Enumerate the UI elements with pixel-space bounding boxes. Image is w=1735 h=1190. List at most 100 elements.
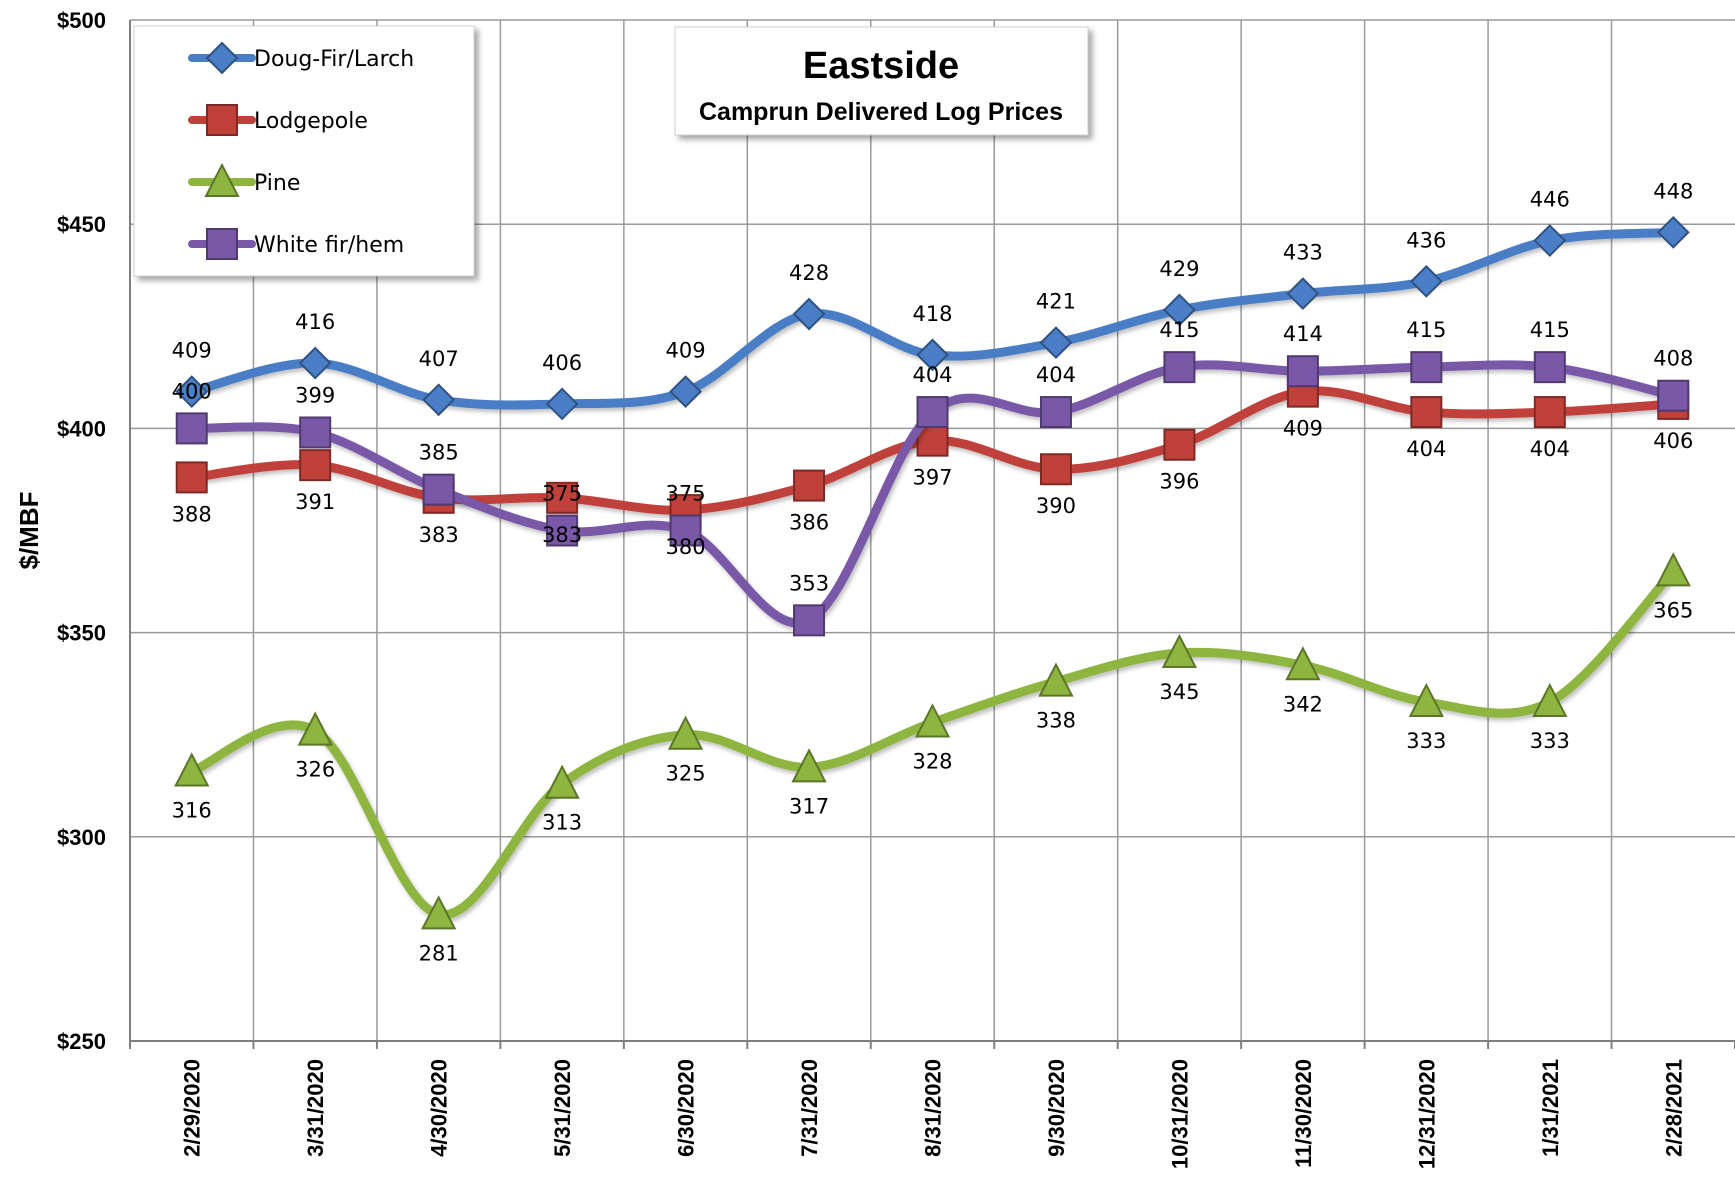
data-label: 409 <box>666 339 706 363</box>
data-label: 418 <box>912 302 952 326</box>
data-label: 345 <box>1159 680 1199 704</box>
legend-item: Pine <box>188 162 300 197</box>
x-tick-label: 7/31/2020 <box>797 1059 822 1157</box>
data-point <box>1039 326 1073 360</box>
legend-item: Doug-Fir/Larch <box>188 41 414 75</box>
x-tick-label: 8/31/2020 <box>921 1059 946 1157</box>
data-label: 333 <box>1530 729 1570 753</box>
data-label: 400 <box>172 379 212 403</box>
data-label: 446 <box>1530 188 1570 212</box>
data-point <box>297 711 333 746</box>
data-label: 380 <box>666 535 706 559</box>
data-point <box>175 412 208 445</box>
data-label: 409 <box>1283 417 1323 441</box>
data-point <box>916 338 949 372</box>
data-label: 429 <box>1159 257 1199 281</box>
legend-label: Pine <box>254 171 300 196</box>
x-tick-label: 6/30/2020 <box>674 1059 699 1157</box>
y-axis-title: $/MBF <box>14 492 44 570</box>
legend-swatch-marker <box>206 228 238 260</box>
data-point <box>298 346 332 380</box>
series-white-fir-hem <box>175 351 1690 637</box>
chart-title-box: Eastside Camprun Delivered Log Prices <box>674 26 1089 136</box>
legend-box <box>133 25 475 277</box>
data-point <box>422 473 455 506</box>
data-label: 396 <box>1159 470 1199 494</box>
y-tick-label: $250 <box>57 1029 106 1054</box>
data-label: 416 <box>295 310 335 334</box>
title-box <box>674 26 1089 136</box>
series-doug-fir-larch <box>175 215 1690 421</box>
data-point <box>1533 224 1567 257</box>
data-label: 397 <box>912 466 952 490</box>
data-point <box>546 481 579 514</box>
x-tick-label: 4/30/2020 <box>427 1059 452 1157</box>
data-label: 353 <box>789 571 829 595</box>
legend-label: White fir/hem <box>254 233 404 258</box>
data-label: 383 <box>542 523 582 547</box>
data-label: 404 <box>1406 437 1446 461</box>
x-tick-label: 2/29/2020 <box>180 1059 205 1157</box>
data-point <box>1408 682 1444 718</box>
data-point <box>1286 355 1319 388</box>
grid-layer <box>130 19 1735 1042</box>
data-point <box>545 387 579 421</box>
legend: Doug-Fir/Larch Lodgepole Pine White fir/hem <box>133 25 475 277</box>
legend-label: Lodgepole <box>254 109 368 134</box>
data-label: 375 <box>666 482 706 506</box>
series-layer <box>174 215 1691 930</box>
x-tick-label: 2/28/2021 <box>1661 1059 1686 1157</box>
data-point <box>174 752 210 787</box>
data-label: 399 <box>295 383 335 407</box>
data-label: 375 <box>542 482 582 506</box>
legend-swatch-marker <box>204 162 240 197</box>
x-tick-label: 11/30/2020 <box>1291 1059 1316 1168</box>
data-point <box>1410 396 1443 429</box>
data-label: 406 <box>542 351 582 375</box>
x-tick-label: 12/31/2020 <box>1414 1059 1439 1169</box>
data-point <box>793 469 826 502</box>
data-point <box>544 764 580 799</box>
data-label-layer: 409 416 407 406 409 428 418 421 429 433 436 446 448 3… <box>172 179 1694 965</box>
data-label: 365 <box>1653 598 1693 622</box>
series-line <box>187 566 1678 920</box>
data-point <box>1656 215 1690 249</box>
data-point <box>1163 351 1196 384</box>
data-label: 415 <box>1406 318 1446 342</box>
x-tick-label: 3/31/2020 <box>303 1059 328 1157</box>
data-label: 409 <box>172 339 212 363</box>
data-point <box>546 514 579 547</box>
data-label: 316 <box>172 798 212 822</box>
data-point <box>1161 633 1198 669</box>
data-point <box>669 514 702 547</box>
data-point <box>1285 646 1321 681</box>
data-label: 404 <box>1530 437 1570 461</box>
data-point <box>1533 396 1566 429</box>
data-point <box>175 375 209 409</box>
x-tick-label: 1/31/2021 <box>1538 1059 1563 1157</box>
data-label: 385 <box>419 441 459 465</box>
data-label: 404 <box>912 363 952 387</box>
data-point <box>1163 428 1196 461</box>
data-label: 391 <box>295 490 335 514</box>
data-label: 342 <box>1283 692 1323 716</box>
data-point <box>422 383 456 417</box>
data-label: 390 <box>1036 494 1076 518</box>
data-point <box>667 715 704 750</box>
data-label: 407 <box>419 347 459 371</box>
data-label: 328 <box>912 749 952 773</box>
data-point <box>299 449 332 482</box>
data-point <box>1163 293 1196 327</box>
data-label: 428 <box>789 261 829 285</box>
axis-layer: $250 $300 $350 $400 $450 $500 $/MBF 2/29/2020 3/… <box>14 8 1735 1169</box>
data-point <box>669 375 702 409</box>
data-label: 388 <box>172 502 212 526</box>
data-label: 281 <box>419 941 459 965</box>
data-point <box>793 604 826 637</box>
data-point <box>914 703 951 738</box>
data-label: 436 <box>1406 228 1446 252</box>
data-point <box>1657 379 1690 412</box>
data-label: 414 <box>1283 322 1323 346</box>
data-label: 406 <box>1653 429 1693 453</box>
